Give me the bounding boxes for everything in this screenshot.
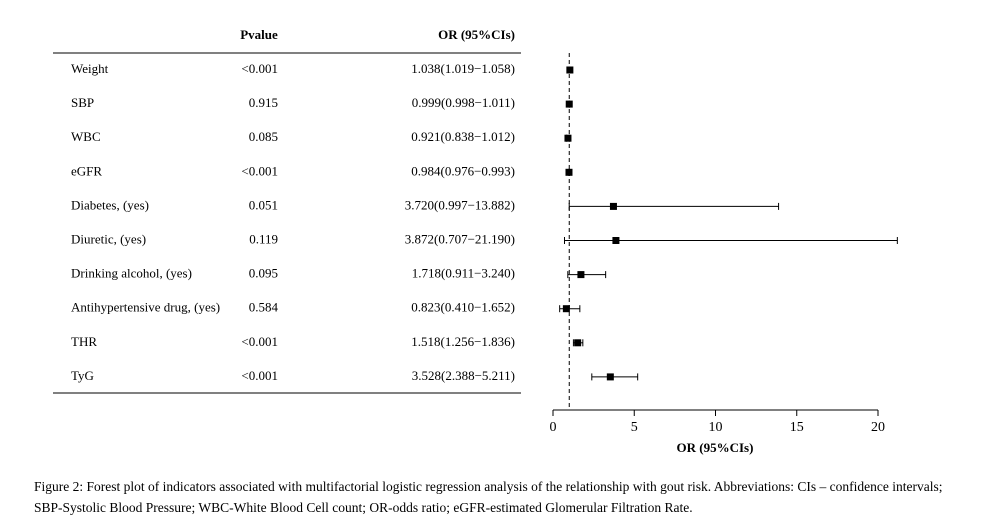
figure-caption: Figure 2: Forest plot of indicators asso… (34, 479, 943, 515)
or-label: 1.518(1.256−1.836) (411, 334, 515, 349)
row-label: Weight (71, 61, 109, 76)
row-label: SBP (71, 95, 94, 110)
p-value: 0.051 (249, 197, 278, 212)
p-value: <0.001 (241, 368, 278, 383)
or-header: OR (95%CIs) (438, 27, 515, 42)
x-tick-label: 5 (631, 420, 638, 435)
x-tick-label: 10 (709, 420, 723, 435)
row-label: Diuretic, (yes) (71, 231, 146, 246)
or-point (565, 168, 573, 176)
row-label: THR (71, 334, 97, 349)
p-value: <0.001 (241, 334, 278, 349)
or-point (565, 100, 573, 108)
p-value: 0.085 (249, 129, 278, 144)
x-tick-label: 15 (790, 420, 804, 435)
or-label: 0.984(0.976−0.993) (411, 163, 515, 178)
or-label: 3.720(0.997−13.882) (405, 197, 515, 212)
or-point (606, 373, 614, 381)
or-point (609, 202, 617, 210)
or-label: 3.528(2.388−5.211) (412, 368, 515, 383)
p-value: 0.095 (249, 266, 278, 281)
p-value: 0.119 (249, 231, 278, 246)
row-label: WBC (71, 129, 101, 144)
x-tick-label: 20 (871, 420, 885, 435)
or-label: 3.872(0.707−21.190) (405, 231, 515, 246)
or-label: 0.823(0.410−1.652) (411, 300, 515, 315)
row-label: eGFR (71, 163, 102, 178)
x-axis-label: OR (95%CIs) (677, 440, 754, 455)
p-value: <0.001 (241, 61, 278, 76)
p-value: <0.001 (241, 163, 278, 178)
or-label: 0.921(0.838−1.012) (411, 129, 515, 144)
x-tick-label: 0 (550, 420, 557, 435)
chart: Pvalue OR (95%CIs) OR (95%CIs) 0 5 10 15 20 W… (53, 27, 898, 455)
row-label: Drinking alcohol, (yes) (71, 266, 192, 281)
or-label: 1.718(0.911−3.240) (412, 266, 515, 281)
or-point (562, 305, 570, 313)
or-point (566, 66, 574, 74)
row-label: TyG (71, 368, 94, 383)
or-label: 1.038(1.019−1.058) (411, 61, 515, 76)
or-point (577, 271, 585, 279)
row-label: Antihypertensive drug, (yes) (71, 300, 220, 315)
p-value: 0.584 (249, 300, 279, 315)
row-label: Diabetes, (yes) (71, 197, 149, 212)
or-point (564, 134, 572, 142)
or-label: 0.999(0.998−1.011) (412, 95, 515, 110)
or-point (574, 339, 582, 347)
pvalue-header: Pvalue (240, 27, 278, 42)
p-value: 0.915 (249, 95, 278, 110)
or-point (612, 237, 620, 244)
